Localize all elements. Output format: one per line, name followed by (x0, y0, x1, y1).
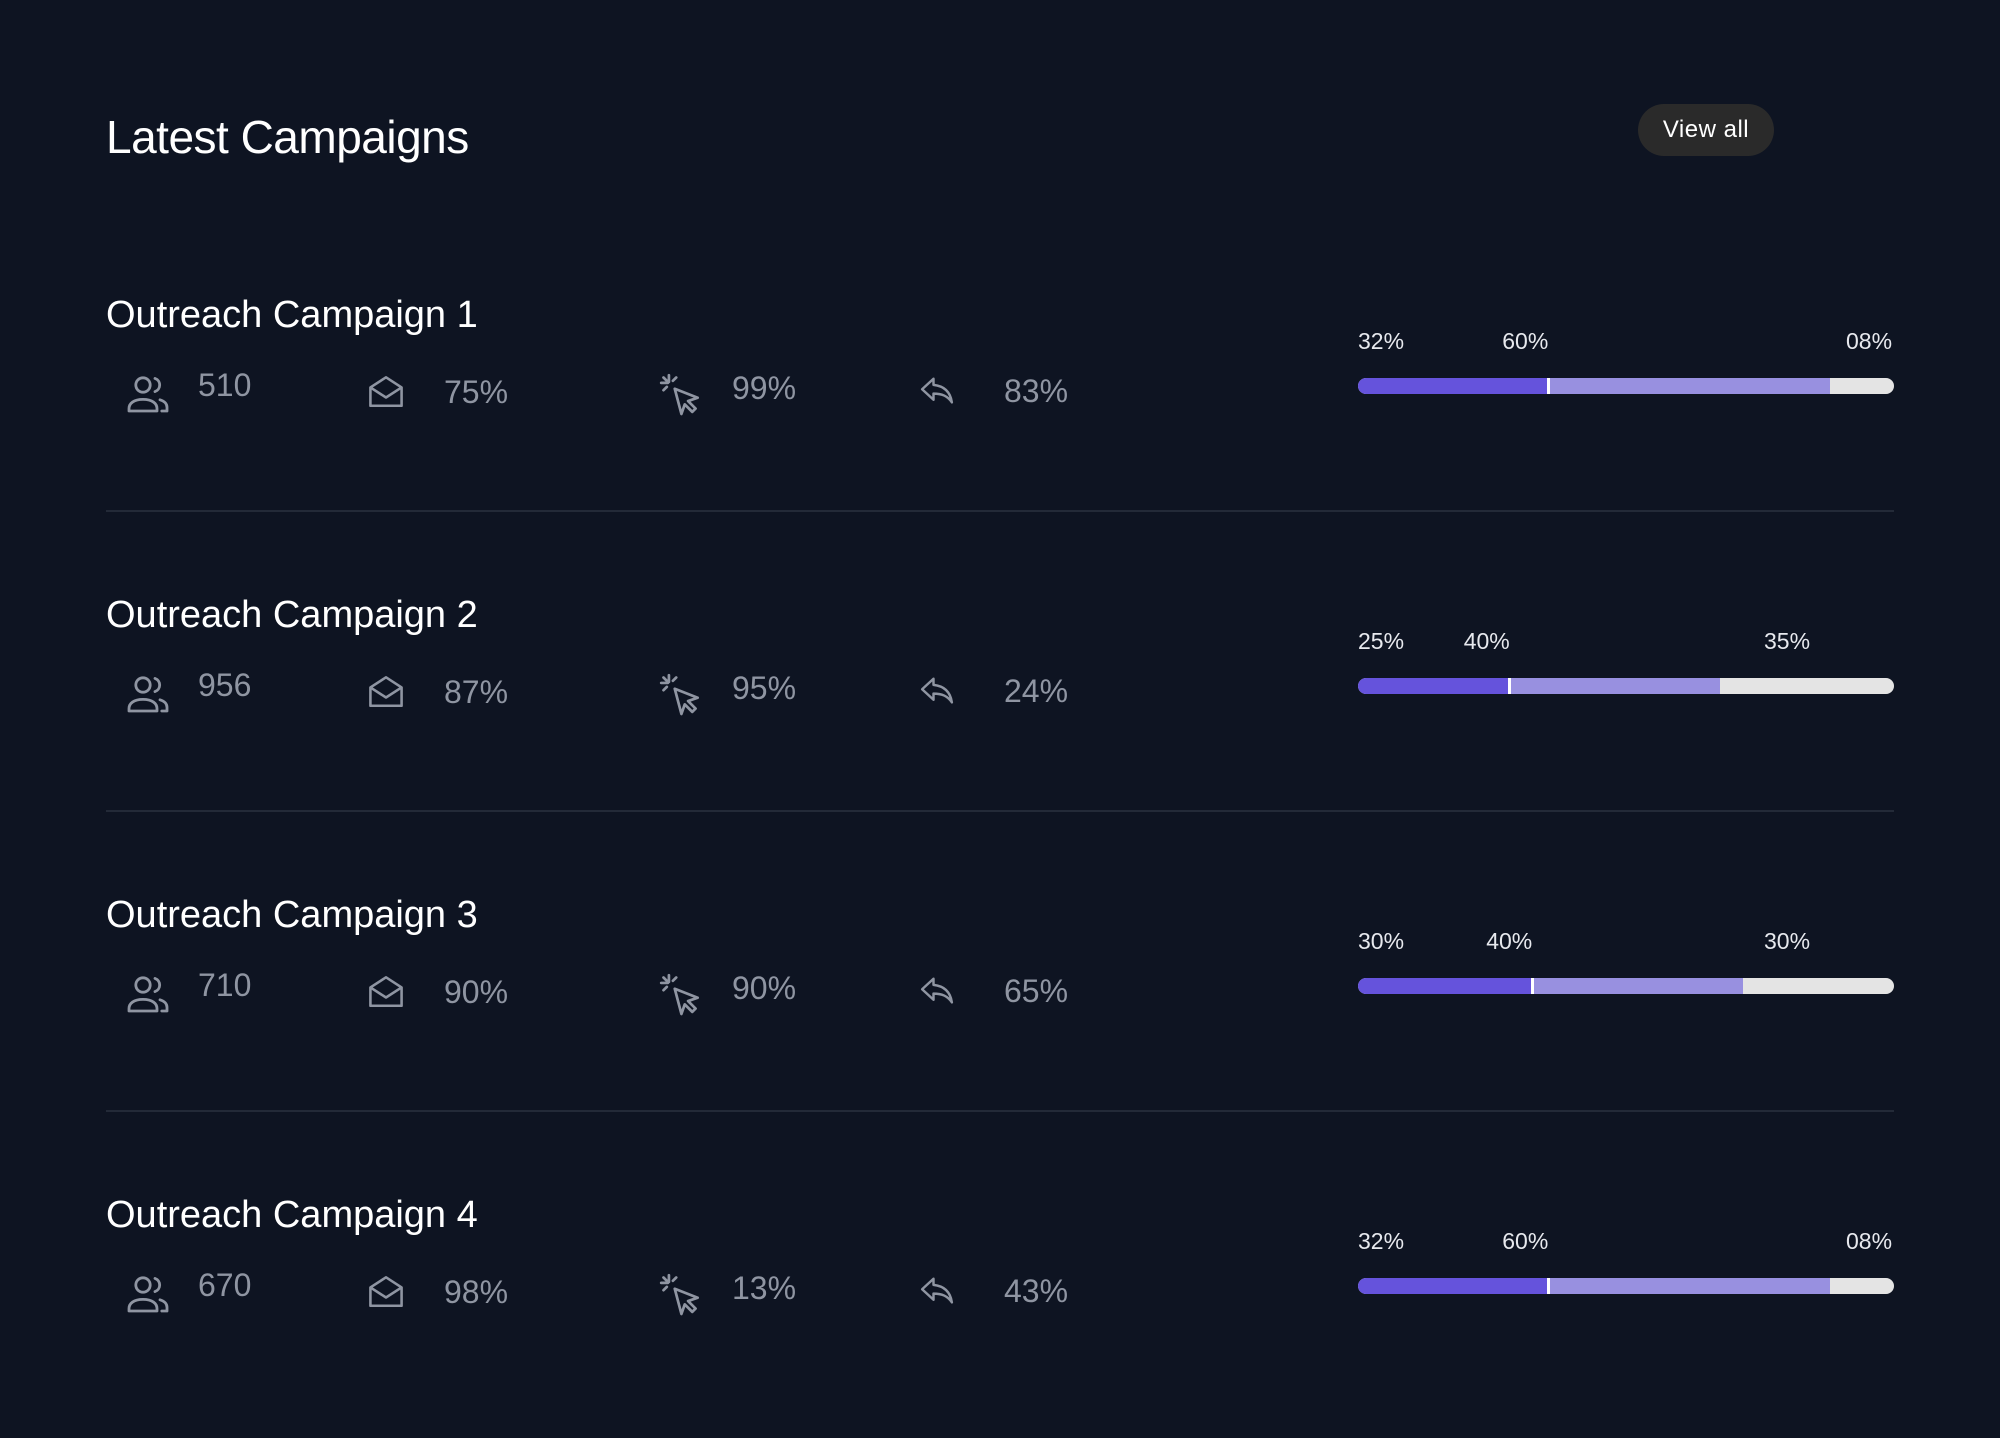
clicked-stat: 95% (656, 670, 796, 720)
envelope-open-icon (364, 670, 408, 714)
recipients-value: 670 (198, 1266, 252, 1303)
recipients-stat: 510 (124, 366, 252, 418)
progress-bar (1358, 678, 1894, 694)
recipients-value: 510 (198, 366, 252, 403)
cursor-click-icon (656, 1270, 706, 1320)
progress-label-2: 60% (1502, 328, 1549, 354)
progress-segment-2 (1530, 978, 1744, 994)
opened-value: 75% (444, 373, 509, 410)
clicked-stat: 13% (656, 1270, 796, 1320)
envelope-open-icon (364, 370, 408, 414)
reply-icon (916, 670, 958, 712)
progress-labels: 30% 40% 30% (1358, 928, 1894, 958)
progress-label-1: 25% (1358, 628, 1405, 654)
progress-bar (1358, 1278, 1894, 1294)
progress-segment-1 (1358, 1278, 1549, 1294)
campaign-row[interactable]: Outreach Campaign 4 670 98% (106, 1112, 1894, 1412)
replied-stat: 65% (916, 970, 1068, 1012)
clicked-value: 95% (732, 669, 797, 706)
page-title: Latest Campaigns (106, 111, 469, 163)
replied-value: 65% (1004, 972, 1069, 1009)
recipients-stat: 710 (124, 966, 252, 1018)
progress-label-3: 30% (1764, 928, 1811, 954)
progress-label-1: 32% (1358, 328, 1405, 354)
progress-label-2: 60% (1502, 1228, 1549, 1254)
campaign-name[interactable]: Outreach Campaign 4 (106, 1194, 478, 1236)
replied-stat: 83% (916, 370, 1068, 412)
progress-segment-1 (1358, 378, 1549, 394)
reply-icon (916, 970, 958, 1012)
opened-stat: 90% (364, 970, 508, 1014)
progress-bar (1358, 378, 1894, 394)
users-icon (124, 670, 172, 718)
replied-stat: 24% (916, 670, 1068, 712)
progress-label-2: 40% (1486, 928, 1533, 954)
envelope-open-icon (364, 970, 408, 1014)
progress-segment-2 (1508, 678, 1720, 694)
replied-stat: 43% (916, 1270, 1068, 1312)
progress-segment-2 (1546, 1278, 1830, 1294)
opened-value: 90% (444, 973, 509, 1010)
progress-label-2: 40% (1463, 628, 1510, 654)
recipients-stat: 956 (124, 666, 252, 718)
cursor-click-icon (656, 970, 706, 1020)
progress-labels: 32% 60% 08% (1358, 328, 1894, 358)
clicked-value: 99% (732, 369, 797, 406)
recipients-value: 710 (198, 966, 252, 1003)
opened-value: 98% (444, 1273, 509, 1310)
progress-bar (1358, 978, 1894, 994)
progress-segment-1 (1358, 678, 1510, 694)
cursor-click-icon (656, 670, 706, 720)
envelope-open-icon (364, 1270, 408, 1314)
campaign-row[interactable]: Outreach Campaign 3 710 90% (106, 812, 1894, 1112)
clicked-value: 13% (732, 1269, 797, 1306)
replied-value: 83% (1004, 372, 1069, 409)
clicked-value: 90% (732, 969, 797, 1006)
replied-value: 43% (1004, 1272, 1069, 1309)
campaign-name[interactable]: Outreach Campaign 2 (106, 594, 478, 636)
progress-labels: 32% 60% 08% (1358, 1228, 1894, 1258)
progress-segment-1 (1358, 978, 1533, 994)
cursor-click-icon (656, 370, 706, 420)
campaign-row[interactable]: Outreach Campaign 2 956 87% (106, 512, 1894, 812)
clicked-stat: 90% (656, 970, 796, 1020)
clicked-stat: 99% (656, 370, 796, 420)
progress-label-1: 32% (1358, 1228, 1405, 1254)
progress-segment-2 (1546, 378, 1830, 394)
progress-label-3: 35% (1764, 628, 1811, 654)
view-all-button[interactable]: View all (1638, 104, 1774, 156)
recipients-stat: 670 (124, 1266, 252, 1318)
campaign-row[interactable]: Outreach Campaign 1 510 75% (106, 212, 1894, 512)
replied-value: 24% (1004, 672, 1069, 709)
opened-stat: 87% (364, 670, 508, 714)
opened-stat: 98% (364, 1270, 508, 1314)
progress-label-1: 30% (1358, 928, 1405, 954)
users-icon (124, 970, 172, 1018)
opened-value: 87% (444, 673, 509, 710)
progress-label-3: 08% (1846, 1228, 1893, 1254)
reply-icon (916, 1270, 958, 1312)
reply-icon (916, 370, 958, 412)
progress-label-3: 08% (1846, 328, 1893, 354)
campaign-name[interactable]: Outreach Campaign 1 (106, 294, 478, 336)
recipients-value: 956 (198, 666, 252, 703)
users-icon (124, 370, 172, 418)
users-icon (124, 1270, 172, 1318)
opened-stat: 75% (364, 370, 508, 414)
campaign-list: Outreach Campaign 1 510 75% (106, 212, 1894, 1412)
campaign-name[interactable]: Outreach Campaign 3 (106, 894, 478, 936)
progress-labels: 25% 40% 35% (1358, 628, 1894, 658)
